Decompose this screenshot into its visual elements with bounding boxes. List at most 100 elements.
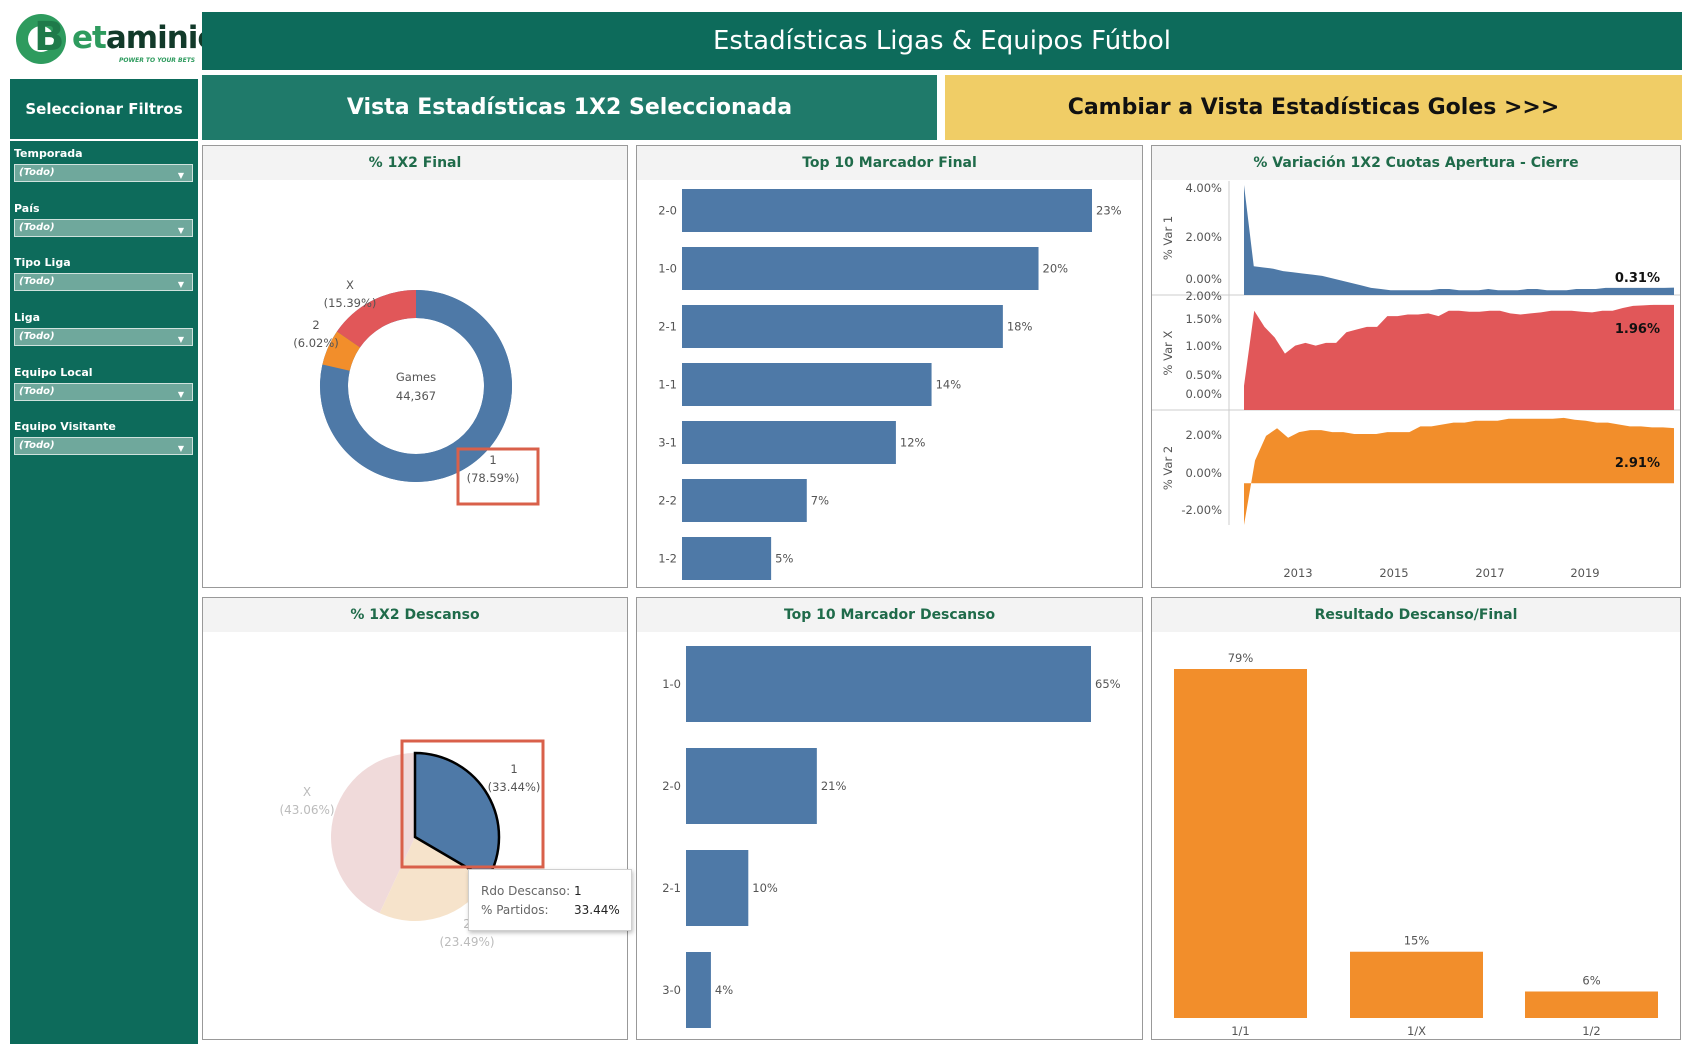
bar-1/X[interactable]: [1350, 951, 1483, 1018]
filter-label-liga: Liga: [14, 311, 41, 324]
y-tick-label: 1.50%: [1185, 312, 1222, 326]
y-tick-label: -2.00%: [1181, 503, 1222, 517]
filter-label-pais: País: [14, 202, 40, 215]
bar-category-label: 1-2: [658, 552, 677, 566]
logo-emblem-icon: [16, 14, 66, 64]
y-axis-title: % Var 2: [1161, 446, 1175, 490]
slice-label-x: X: [303, 785, 311, 799]
last-value-label: 2.91%: [1615, 456, 1660, 471]
slice-label-1: 1: [510, 762, 517, 776]
filter-equipo-local-dropdown[interactable]: (Todo) ▼: [14, 383, 193, 401]
chevron-down-icon: ▼: [177, 280, 184, 289]
bar-value-label: 14%: [936, 378, 962, 392]
donut-slice-X[interactable]: [336, 290, 417, 348]
bar-value-label: 18%: [1007, 320, 1033, 334]
filter-tipo-liga-dropdown[interactable]: (Todo) ▼: [14, 273, 193, 291]
slice-pct-1: (33.44%): [488, 780, 541, 794]
donut-center-value: 44,367: [396, 389, 436, 403]
bar-1-0[interactable]: [682, 247, 1039, 290]
area-series-2[interactable]: [1244, 304, 1674, 410]
panel-variacion-cuotas: % Variación 1X2 Cuotas Apertura - Cierre…: [1151, 145, 1681, 588]
panel-title: Top 10 Marcador Final: [637, 146, 1142, 180]
sidebar-divider: [10, 139, 198, 141]
bar-1-0[interactable]: [686, 646, 1091, 722]
filter-label-equipo-visitante: Equipo Visitante: [14, 420, 116, 433]
pie-chart-descanso: X (43.06%) 2 (23.49%) 1 (33.44%): [279, 739, 545, 949]
panel-title: Top 10 Marcador Descanso: [637, 598, 1142, 632]
page-title: Estadísticas Ligas & Equipos Fútbol: [202, 12, 1682, 70]
donut-slice-2[interactable]: [322, 331, 361, 372]
bar-2-1[interactable]: [682, 305, 1003, 348]
bar-category-label: 2-2: [658, 494, 677, 508]
bar-category-label: 2-0: [662, 779, 681, 793]
bar-2-0[interactable]: [686, 748, 817, 824]
bar-value-label: 23%: [1096, 204, 1122, 218]
y-tick-label: 2.00%: [1185, 428, 1222, 442]
filter-pais-dropdown[interactable]: (Todo) ▼: [14, 219, 193, 237]
tab-vista-goles-button[interactable]: Cambiar a Vista Estadísticas Goles >>>: [945, 75, 1682, 140]
y-tick-label: 0.00%: [1185, 466, 1222, 480]
highlight-box: [400, 739, 545, 869]
bar-3-0[interactable]: [686, 952, 711, 1028]
bar-2-2[interactable]: [682, 479, 807, 522]
slice-pct-2: (23.49%): [439, 935, 494, 949]
panel-top-marcador-descanso: Top 10 Marcador Descanso 1-0 65% 2-0 21% 2-1…: [636, 597, 1143, 1040]
bar-value-label: 10%: [752, 881, 778, 895]
bar-category-label: 3-0: [662, 983, 681, 997]
bar-2-1[interactable]: [686, 850, 749, 926]
y-tick-label: 0.00%: [1185, 387, 1222, 401]
bar-value-label: 12%: [900, 436, 926, 450]
filter-equipo-visitante-dropdown[interactable]: (Todo) ▼: [14, 437, 193, 455]
tab-vista-1x2[interactable]: Vista Estadísticas 1X2 Seleccionada: [202, 75, 937, 140]
x-tick-label: 2015: [1379, 566, 1408, 580]
area-series-3[interactable]: [1244, 417, 1674, 525]
bar-1-2[interactable]: [682, 537, 772, 580]
bar-value-label: 65%: [1095, 677, 1121, 691]
bar-value-label: 6%: [1582, 973, 1600, 987]
pie-slice-1[interactable]: [413, 751, 501, 882]
slice-pct-1: (78.59%): [467, 471, 520, 485]
slice-pct-x: (15.39%): [324, 296, 377, 310]
tooltip-value-rdo: 1: [574, 884, 582, 898]
bar-category-label: 1/X: [1407, 1024, 1426, 1038]
slice-label-2: 2: [463, 917, 471, 931]
chart-tooltip: Rdo Descanso: 1 % Partidos: 33.44%: [468, 869, 632, 931]
donut-chart-final: Games 44,367 X (15.39%) 2 (6.02%) 1 (78.…: [293, 278, 540, 506]
logo-letter: B: [34, 14, 64, 60]
panel-1x2-final: % 1X2 Final Games 44,367 X (15.39%) 2 (6…: [202, 145, 628, 588]
bar-category-label: 1-1: [658, 378, 677, 392]
highlight-box: [456, 447, 540, 506]
tooltip-key-partidos: % Partidos:: [481, 903, 549, 917]
bar-2-0[interactable]: [682, 189, 1092, 232]
bar-1/1[interactable]: [1174, 669, 1307, 1018]
bar-chart-top-descanso: 1-0 65% 2-0 21% 2-1 10% 3-0 4%: [662, 646, 1121, 1028]
filter-liga-dropdown[interactable]: (Todo) ▼: [14, 328, 193, 346]
bar-1/2[interactable]: [1525, 991, 1658, 1018]
logo-wordmark: etaminic: [72, 20, 216, 56]
area-series-1[interactable]: [1244, 185, 1674, 295]
bar-category-label: 2-0: [658, 204, 677, 218]
x-tick-label: 2013: [1283, 566, 1312, 580]
panel-title: % 1X2 Descanso: [203, 598, 627, 632]
panel-resultado-descanso-final: Resultado Descanso/Final 79% 1/1 15% 1/X 6% 1…: [1151, 597, 1681, 1040]
bar-1-1[interactable]: [682, 363, 932, 406]
y-tick-label: 1.00%: [1185, 339, 1222, 353]
x-tick-label: 2019: [1570, 566, 1599, 580]
filter-temporada-dropdown[interactable]: (Todo) ▼: [14, 164, 193, 182]
slice-pct-2: (6.02%): [293, 336, 339, 350]
filters-title: Seleccionar Filtros: [25, 100, 183, 118]
area-chart-variacion: 4.00% 2.00% 0.00% % Var 1 0.31% 2.00% 1.50% 1.0…: [1152, 181, 1680, 580]
filter-label-tipo-liga: Tipo Liga: [14, 256, 71, 269]
bar-category-label: 3-1: [658, 436, 677, 450]
slice-label-x: X: [346, 278, 354, 292]
panel-top-marcador-final: Top 10 Marcador Final 2-0 23% 1-0 20% 2-1 18%…: [636, 145, 1143, 588]
bar-3-1[interactable]: [682, 421, 896, 464]
pie-slice-2[interactable]: [379, 837, 488, 921]
filter-label-temporada: Temporada: [14, 147, 83, 160]
y-axis-title: % Var X: [1161, 330, 1175, 375]
betaminic-logo: B etaminic POWER TO YOUR BETS: [12, 10, 216, 70]
logo-tagline: POWER TO YOUR BETS: [119, 57, 196, 64]
bar-value-label: 5%: [775, 552, 793, 566]
pie-slice-X[interactable]: [330, 753, 415, 914]
panel-title: % Variación 1X2 Cuotas Apertura - Cierre: [1152, 146, 1680, 180]
